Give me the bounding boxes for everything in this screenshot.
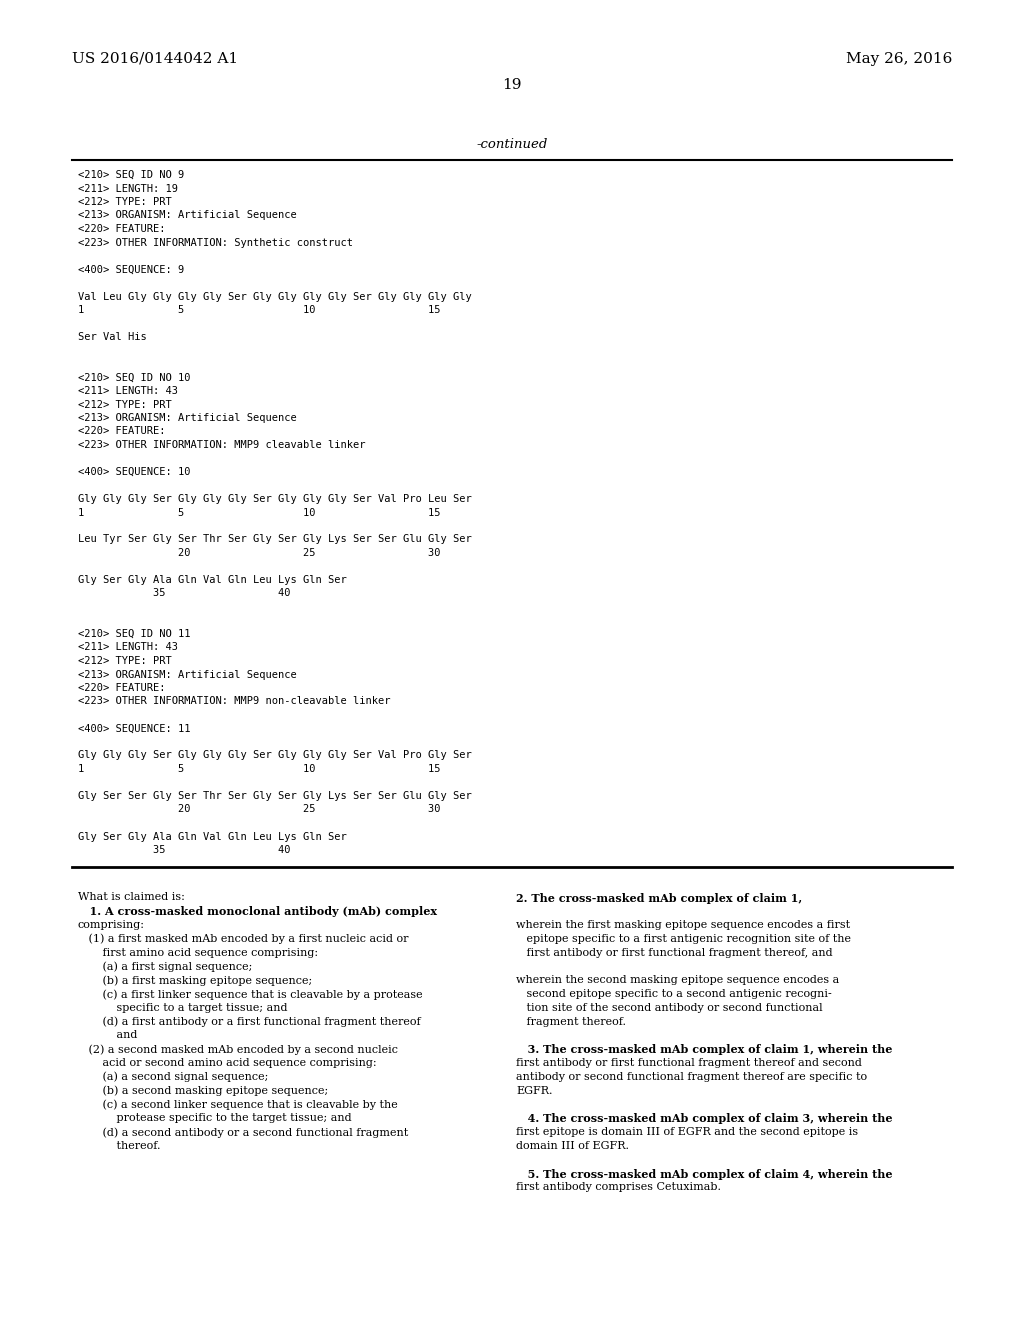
Text: 20                  25                  30: 20 25 30 — [78, 548, 440, 558]
Text: <210> SEQ ID NO 9: <210> SEQ ID NO 9 — [78, 170, 184, 180]
Text: <223> OTHER INFORMATION: MMP9 non-cleavable linker: <223> OTHER INFORMATION: MMP9 non-cleava… — [78, 697, 390, 706]
Text: 2. The cross-masked mAb complex of claim 1,: 2. The cross-masked mAb complex of claim… — [516, 892, 802, 903]
Text: (b) a first masking epitope sequence;: (b) a first masking epitope sequence; — [78, 975, 312, 986]
Text: first antibody or first functional fragment thereof, and: first antibody or first functional fragm… — [516, 948, 833, 958]
Text: 1               5                   10                  15: 1 5 10 15 — [78, 305, 440, 315]
Text: Val Leu Gly Gly Gly Gly Ser Gly Gly Gly Gly Ser Gly Gly Gly Gly: Val Leu Gly Gly Gly Gly Ser Gly Gly Gly … — [78, 292, 472, 301]
Text: (d) a second antibody or a second functional fragment: (d) a second antibody or a second functi… — [78, 1127, 409, 1138]
Text: <212> TYPE: PRT: <212> TYPE: PRT — [78, 197, 172, 207]
Text: <213> ORGANISM: Artificial Sequence: <213> ORGANISM: Artificial Sequence — [78, 413, 297, 422]
Text: first antibody comprises Cetuximab.: first antibody comprises Cetuximab. — [516, 1183, 721, 1192]
Text: fragment thereof.: fragment thereof. — [516, 1016, 626, 1027]
Text: first amino acid sequence comprising:: first amino acid sequence comprising: — [78, 948, 318, 958]
Text: <220> FEATURE:: <220> FEATURE: — [78, 682, 166, 693]
Text: specific to a target tissue; and: specific to a target tissue; and — [78, 1003, 288, 1012]
Text: domain III of EGFR.: domain III of EGFR. — [516, 1140, 629, 1151]
Text: (2) a second masked mAb encoded by a second nucleic: (2) a second masked mAb encoded by a sec… — [78, 1044, 398, 1055]
Text: wherein the second masking epitope sequence encodes a: wherein the second masking epitope seque… — [516, 975, 840, 985]
Text: <211> LENGTH: 19: <211> LENGTH: 19 — [78, 183, 178, 194]
Text: 1               5                   10                  15: 1 5 10 15 — [78, 507, 440, 517]
Text: Leu Tyr Ser Gly Ser Thr Ser Gly Ser Gly Lys Ser Ser Glu Gly Ser: Leu Tyr Ser Gly Ser Thr Ser Gly Ser Gly … — [78, 535, 472, 544]
Text: 5. The cross-masked mAb complex of claim 4, wherein the: 5. The cross-masked mAb complex of claim… — [516, 1168, 893, 1180]
Text: (1) a first masked mAb encoded by a first nucleic acid or: (1) a first masked mAb encoded by a firs… — [78, 935, 409, 945]
Text: <210> SEQ ID NO 11: <210> SEQ ID NO 11 — [78, 630, 190, 639]
Text: <223> OTHER INFORMATION: MMP9 cleavable linker: <223> OTHER INFORMATION: MMP9 cleavable … — [78, 440, 366, 450]
Text: second epitope specific to a second antigenic recogni-: second epitope specific to a second anti… — [516, 989, 831, 999]
Text: EGFR.: EGFR. — [516, 1085, 553, 1096]
Text: <220> FEATURE:: <220> FEATURE: — [78, 426, 166, 437]
Text: May 26, 2016: May 26, 2016 — [846, 51, 952, 66]
Text: Gly Ser Ser Gly Ser Thr Ser Gly Ser Gly Lys Ser Ser Glu Gly Ser: Gly Ser Ser Gly Ser Thr Ser Gly Ser Gly … — [78, 791, 472, 801]
Text: <220> FEATURE:: <220> FEATURE: — [78, 224, 166, 234]
Text: <213> ORGANISM: Artificial Sequence: <213> ORGANISM: Artificial Sequence — [78, 669, 297, 680]
Text: 3. The cross-masked mAb complex of claim 1, wherein the: 3. The cross-masked mAb complex of claim… — [516, 1044, 892, 1055]
Text: <212> TYPE: PRT: <212> TYPE: PRT — [78, 400, 172, 409]
Text: tion site of the second antibody or second functional: tion site of the second antibody or seco… — [516, 1003, 822, 1012]
Text: <213> ORGANISM: Artificial Sequence: <213> ORGANISM: Artificial Sequence — [78, 210, 297, 220]
Text: US 2016/0144042 A1: US 2016/0144042 A1 — [72, 51, 239, 66]
Text: Gly Ser Gly Ala Gln Val Gln Leu Lys Gln Ser: Gly Ser Gly Ala Gln Val Gln Leu Lys Gln … — [78, 576, 347, 585]
Text: <400> SEQUENCE: 9: <400> SEQUENCE: 9 — [78, 264, 184, 275]
Text: 1               5                   10                  15: 1 5 10 15 — [78, 764, 440, 774]
Text: Gly Gly Gly Ser Gly Gly Gly Ser Gly Gly Gly Ser Val Pro Leu Ser: Gly Gly Gly Ser Gly Gly Gly Ser Gly Gly … — [78, 494, 472, 504]
Text: (c) a second linker sequence that is cleavable by the: (c) a second linker sequence that is cle… — [78, 1100, 397, 1110]
Text: <211> LENGTH: 43: <211> LENGTH: 43 — [78, 385, 178, 396]
Text: (c) a first linker sequence that is cleavable by a protease: (c) a first linker sequence that is clea… — [78, 989, 423, 999]
Text: Gly Ser Gly Ala Gln Val Gln Leu Lys Gln Ser: Gly Ser Gly Ala Gln Val Gln Leu Lys Gln … — [78, 832, 347, 842]
Text: <211> LENGTH: 43: <211> LENGTH: 43 — [78, 643, 178, 652]
Text: (d) a first antibody or a first functional fragment thereof: (d) a first antibody or a first function… — [78, 1016, 421, 1027]
Text: and: and — [78, 1031, 137, 1040]
Text: 19: 19 — [502, 78, 522, 92]
Text: (a) a second signal sequence;: (a) a second signal sequence; — [78, 1072, 268, 1082]
Text: <210> SEQ ID NO 10: <210> SEQ ID NO 10 — [78, 372, 190, 383]
Text: 1. A cross-masked monoclonal antibody (mAb) complex: 1. A cross-masked monoclonal antibody (m… — [78, 907, 437, 917]
Text: 20                  25                  30: 20 25 30 — [78, 804, 440, 814]
Text: first antibody or first functional fragment thereof and second: first antibody or first functional fragm… — [516, 1059, 862, 1068]
Text: -continued: -continued — [476, 139, 548, 150]
Text: comprising:: comprising: — [78, 920, 145, 931]
Text: 35                  40: 35 40 — [78, 845, 291, 855]
Text: antibody or second functional fragment thereof are specific to: antibody or second functional fragment t… — [516, 1072, 867, 1082]
Text: <212> TYPE: PRT: <212> TYPE: PRT — [78, 656, 172, 667]
Text: epitope specific to a first antigenic recognition site of the: epitope specific to a first antigenic re… — [516, 935, 851, 944]
Text: protease specific to the target tissue; and: protease specific to the target tissue; … — [78, 1113, 351, 1123]
Text: Gly Gly Gly Ser Gly Gly Gly Ser Gly Gly Gly Ser Val Pro Gly Ser: Gly Gly Gly Ser Gly Gly Gly Ser Gly Gly … — [78, 751, 472, 760]
Text: <400> SEQUENCE: 10: <400> SEQUENCE: 10 — [78, 467, 190, 477]
Text: 35                  40: 35 40 — [78, 589, 291, 598]
Text: <223> OTHER INFORMATION: Synthetic construct: <223> OTHER INFORMATION: Synthetic const… — [78, 238, 353, 248]
Text: first epitope is domain III of EGFR and the second epitope is: first epitope is domain III of EGFR and … — [516, 1127, 858, 1137]
Text: 4. The cross-masked mAb complex of claim 3, wherein the: 4. The cross-masked mAb complex of claim… — [516, 1113, 893, 1125]
Text: <400> SEQUENCE: 11: <400> SEQUENCE: 11 — [78, 723, 190, 734]
Text: (b) a second masking epitope sequence;: (b) a second masking epitope sequence; — [78, 1085, 329, 1097]
Text: What is claimed is:: What is claimed is: — [78, 892, 185, 903]
Text: acid or second amino acid sequence comprising:: acid or second amino acid sequence compr… — [78, 1059, 377, 1068]
Text: (a) a first signal sequence;: (a) a first signal sequence; — [78, 961, 252, 972]
Text: wherein the first masking epitope sequence encodes a first: wherein the first masking epitope sequen… — [516, 920, 850, 931]
Text: Ser Val His: Ser Val His — [78, 333, 146, 342]
Text: thereof.: thereof. — [78, 1140, 161, 1151]
